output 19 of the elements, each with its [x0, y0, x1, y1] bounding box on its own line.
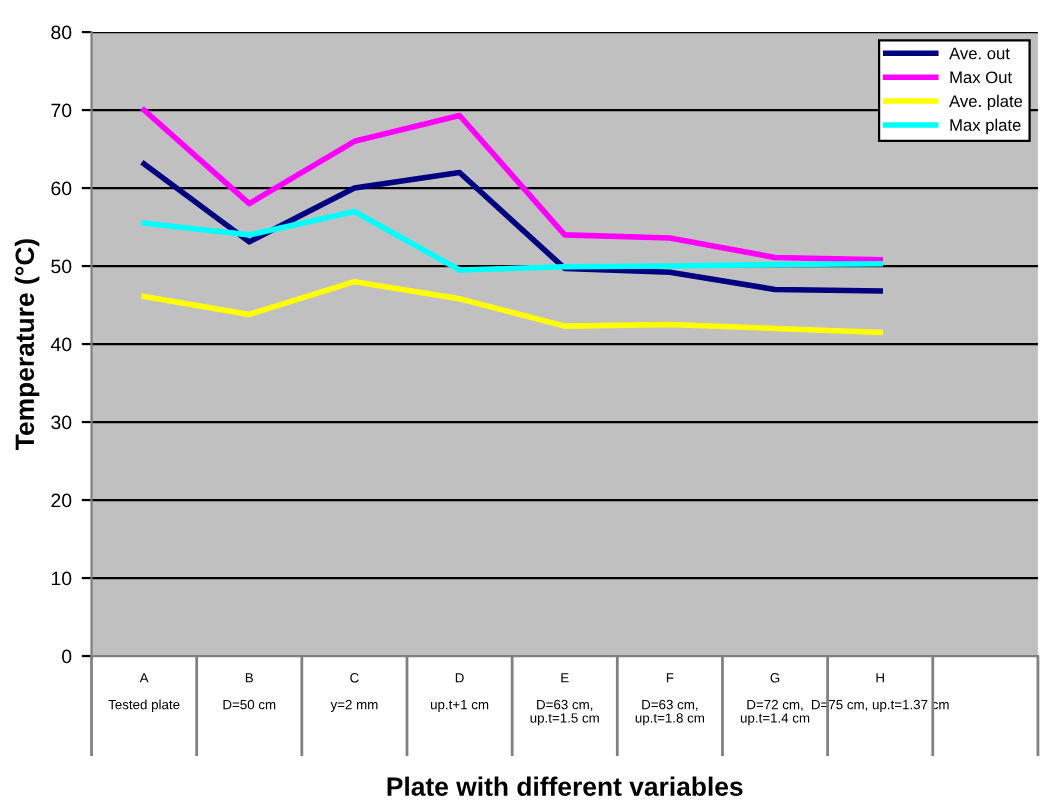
line-series: [141, 208, 883, 273]
y-tick-label: 30: [51, 415, 72, 430]
line-series: [141, 161, 883, 294]
legend-label: Max Out: [950, 71, 1012, 84]
y-tick-label: 60: [51, 181, 72, 196]
y-tick-label: 40: [50, 337, 72, 352]
line-series: [141, 278, 883, 336]
y-tick-label: 20: [51, 493, 72, 508]
y-tick-label: 0: [62, 649, 72, 664]
y-tick-label: 80: [51, 25, 72, 40]
y-axis-title: Temperature (°C): [14, 239, 40, 450]
line-series: [141, 107, 883, 263]
x-axis-title: Plate with different variables: [387, 776, 743, 796]
y-tick-label: 70: [51, 103, 72, 118]
legend-label: Ave. out: [949, 47, 1010, 60]
legend-label: Max plate: [950, 118, 1021, 135]
legend-label: Ave. plate: [949, 94, 1023, 111]
y-tick-label: 10: [51, 571, 72, 586]
y-tick-label: 50: [51, 259, 72, 274]
